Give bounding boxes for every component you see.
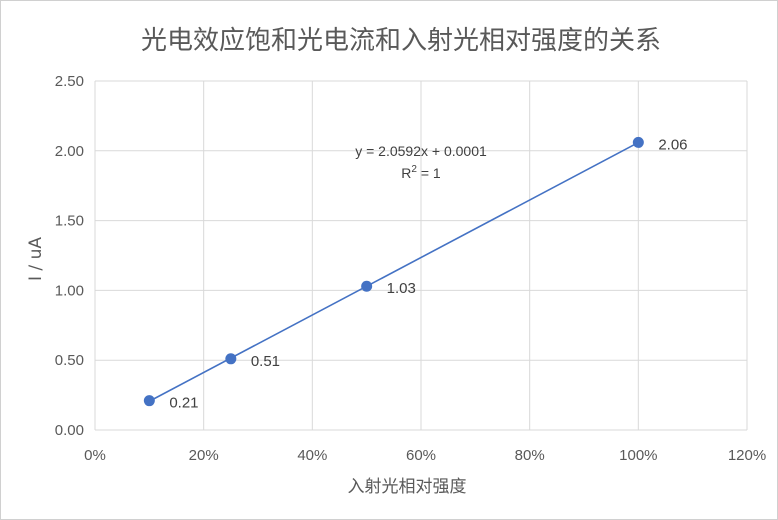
y-tick-label: 2.50 [55, 73, 84, 90]
x-tick-label: 100% [619, 447, 657, 464]
x-tick-label: 60% [406, 447, 436, 464]
x-tick-label: 20% [189, 447, 219, 464]
y-tick-label: 1.00 [55, 282, 84, 299]
r2-label: R [401, 165, 411, 181]
data-label: 0.21 [169, 395, 198, 412]
x-tick-label: 120% [728, 447, 766, 464]
data-points [143, 136, 644, 407]
trendline-layer [148, 141, 639, 402]
x-tick-label: 0% [84, 447, 106, 464]
data-point [225, 353, 237, 365]
y-tick-label: 2.00 [55, 143, 84, 160]
y-tick-label: 1.50 [55, 213, 84, 230]
data-labels: 0.21 0.51 1.03 2.06 [169, 136, 687, 411]
data-label: 2.06 [658, 136, 687, 153]
r2-superscript: 2 [411, 164, 417, 175]
x-axis-title: 入射光相对强度 [348, 477, 467, 497]
chart-title: 光电效应饱和光电流和入射光相对强度的关系 [141, 26, 661, 56]
y-axis-title: I / uA [26, 237, 46, 281]
y-tick-label: 0.00 [55, 422, 84, 439]
trendline-equation: y = 2.0592x + 0.0001 [355, 143, 487, 159]
data-point [632, 136, 644, 148]
data-label: 0.51 [251, 353, 280, 370]
data-point [143, 395, 155, 407]
y-axis-ticks: 0.00 0.50 1.00 1.50 2.00 2.50 [55, 73, 84, 439]
r2-value: = 1 [417, 165, 441, 181]
x-tick-label: 80% [515, 447, 545, 464]
y-tick-label: 0.50 [55, 352, 84, 369]
x-axis-ticks: 0% 20% 40% 60% 80% 100% 120% [84, 447, 766, 464]
data-label: 1.03 [387, 280, 416, 297]
trendline [148, 141, 639, 402]
trendline-r-squared: R2 = 1 [401, 164, 441, 181]
x-tick-label: 40% [297, 447, 327, 464]
data-point [361, 280, 373, 292]
